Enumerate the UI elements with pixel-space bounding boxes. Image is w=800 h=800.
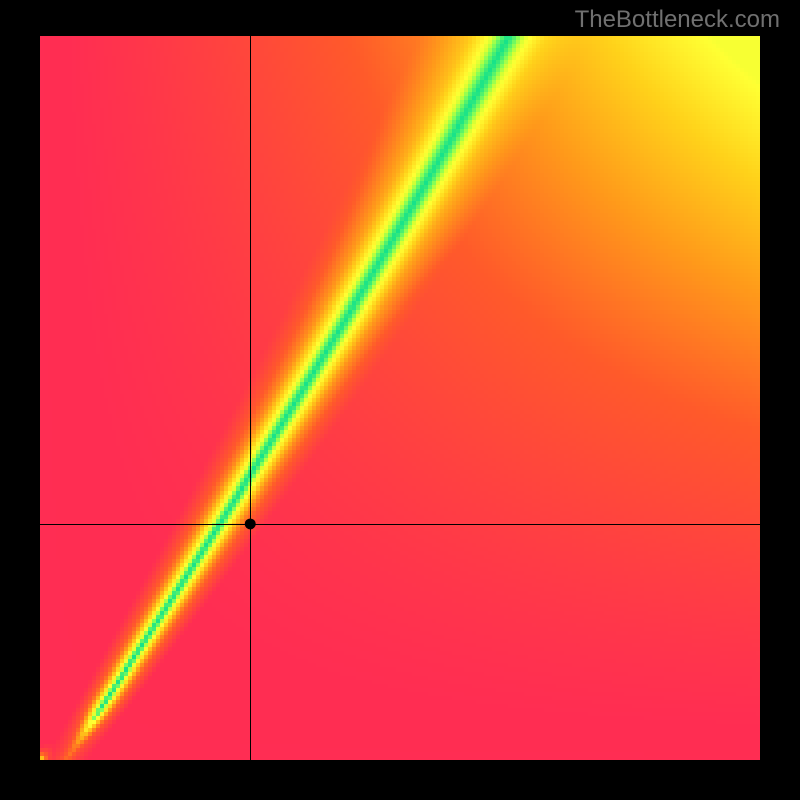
attribution-text: TheBottleneck.com	[575, 6, 780, 34]
bottleneck-heatmap	[40, 36, 760, 760]
chart-container: TheBottleneck.com	[0, 0, 800, 800]
